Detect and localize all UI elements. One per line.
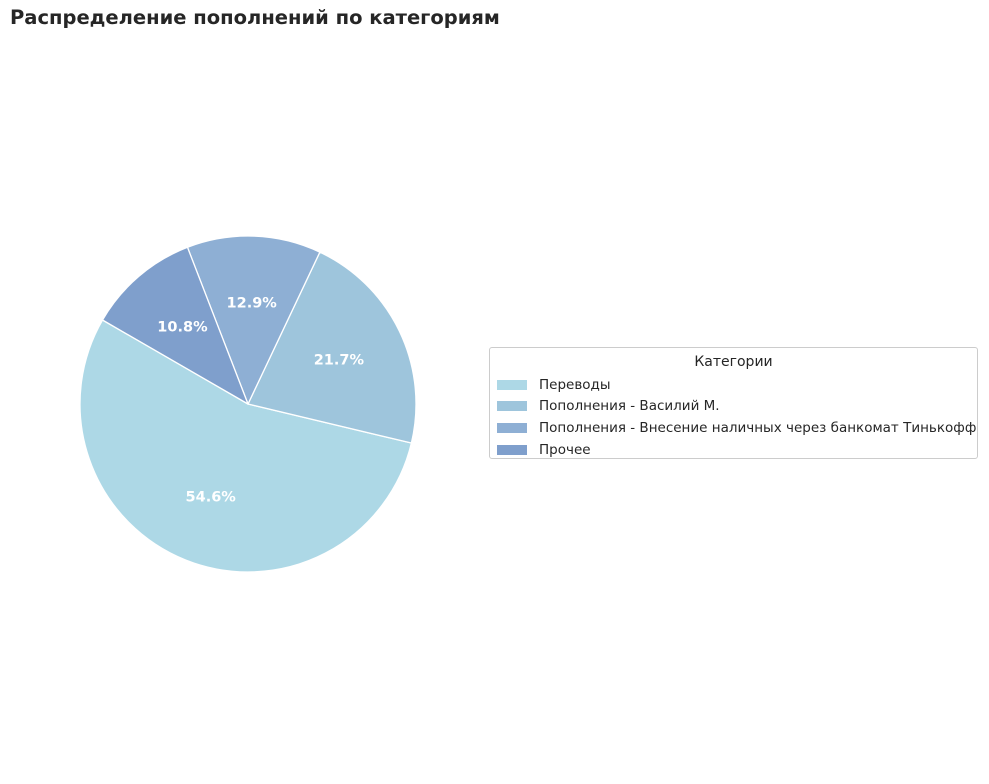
slice-percent-label: 12.9% (227, 295, 278, 311)
legend-swatch (497, 401, 527, 412)
pie-slice (186, 235, 321, 405)
legend-label: Прочее (539, 441, 591, 458)
legend: Категории Переводы Пополнения - Василий М… (489, 347, 978, 459)
slice-percent-label: 21.7% (314, 352, 365, 368)
legend-title: Категории (694, 354, 773, 370)
slice-percent-label: 54.6% (186, 490, 237, 506)
legend-swatch (497, 422, 527, 433)
legend-swatch (497, 444, 527, 455)
legend-item: Переводы (490, 374, 977, 396)
legend-item: Прочее (490, 439, 977, 461)
pie-labels: 54.6% 21.7% 12.9% 10.8% (157, 295, 364, 505)
legend-label: Пополнения - Внесение наличных через бан… (539, 419, 977, 436)
pie-slice (101, 246, 249, 405)
slice-percent-label: 10.8% (157, 319, 208, 335)
legend-item: Пополнения - Василий М. (490, 396, 977, 418)
legend-label: Переводы (539, 376, 611, 393)
legend-item: Пополнения - Внесение наличных через бан… (490, 417, 977, 439)
legend-items: Переводы Пополнения - Василий М. Пополнени… (490, 374, 977, 460)
legend-label: Пополнения - Василий М. (539, 398, 720, 415)
pie-slice (247, 251, 417, 444)
pie-slices (79, 235, 417, 573)
pie-slice (79, 319, 413, 573)
chart-title: Распределение пополнений по категориям (10, 6, 500, 29)
legend-swatch (497, 379, 527, 390)
